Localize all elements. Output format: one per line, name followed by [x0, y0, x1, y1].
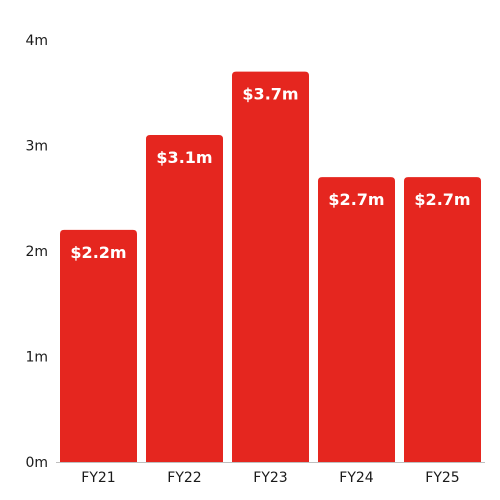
- bar: [146, 134, 223, 462]
- bar-data-label: $3.7m: [242, 85, 298, 104]
- y-tick-label: 3m: [25, 139, 48, 155]
- y-axis: 0m 1m 2m 3m 4m: [25, 33, 48, 471]
- bar-data-label: $3.1m: [156, 148, 212, 167]
- y-tick-label: 4m: [25, 33, 48, 49]
- bar: [404, 177, 481, 462]
- bar: [232, 71, 309, 463]
- x-tick-label: FY21: [81, 470, 115, 486]
- bar-data-label: $2.7m: [328, 190, 384, 209]
- x-tick-label: FY22: [167, 470, 201, 486]
- x-tick-label: FY25: [425, 470, 459, 486]
- bar-data-label: $2.2m: [70, 243, 126, 262]
- bar: [318, 177, 395, 462]
- x-axis: FY21 FY22 FY23 FY24 FY25: [81, 470, 459, 486]
- bar-data-label: $2.7m: [414, 190, 470, 209]
- y-tick-label: 2m: [25, 244, 48, 260]
- bars: $2.2m $3.1m $3.7m $2.7m $2.7m: [60, 71, 481, 463]
- bar: [60, 229, 137, 462]
- x-tick-label: FY24: [339, 470, 374, 486]
- y-tick-label: 1m: [25, 350, 48, 366]
- x-tick-label: FY23: [253, 470, 287, 486]
- y-tick-label: 0m: [25, 455, 48, 471]
